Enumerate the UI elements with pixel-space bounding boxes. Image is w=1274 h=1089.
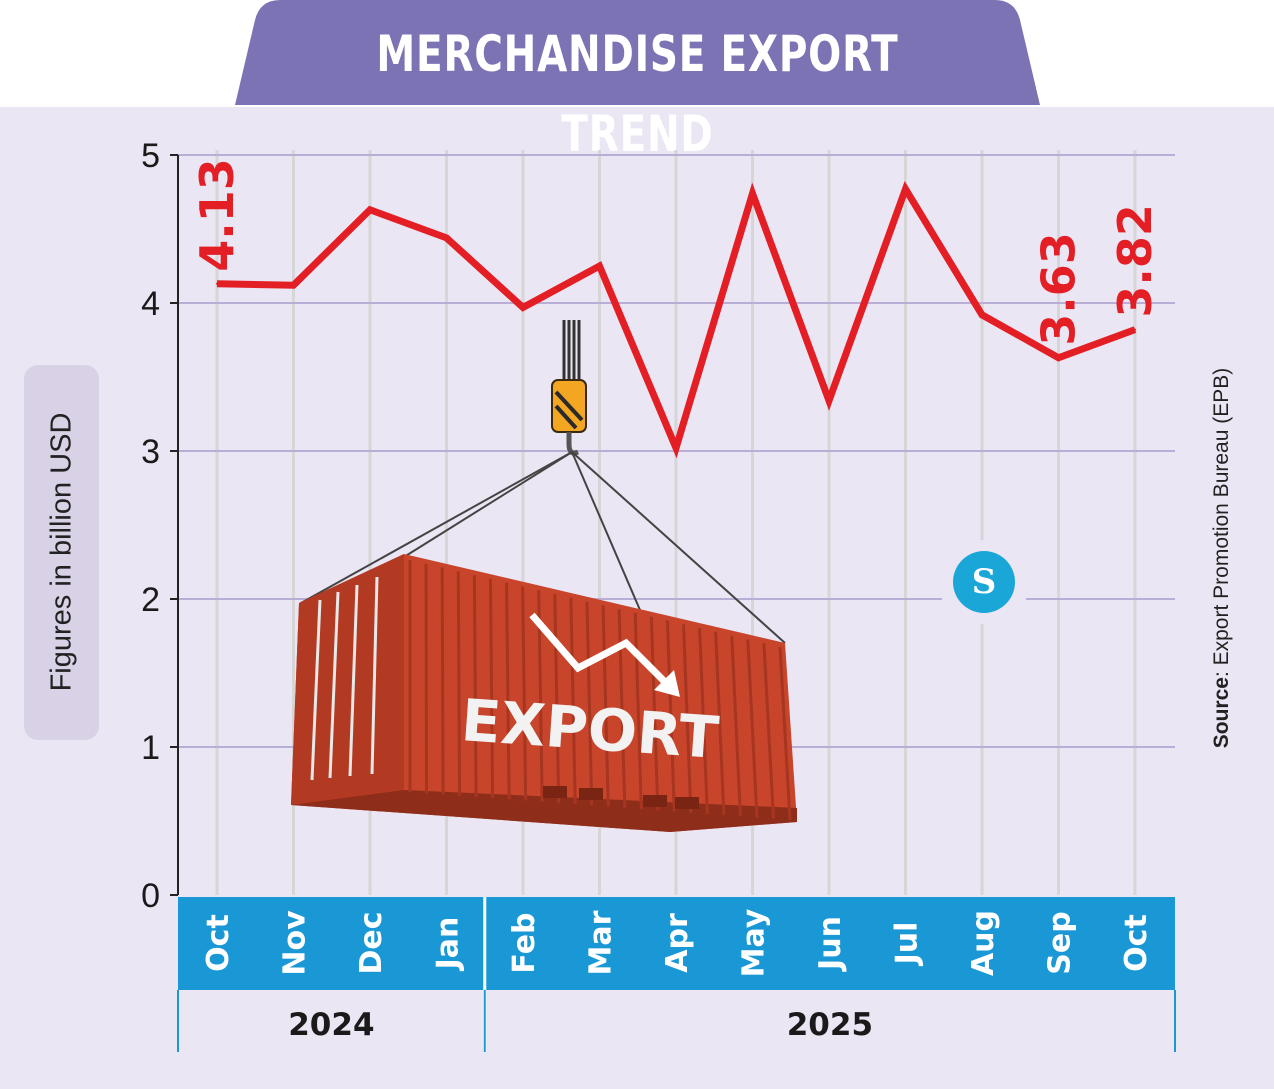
data-point [522,306,524,309]
container-rib [698,628,709,814]
data-point [981,313,983,316]
container-rib [730,635,742,817]
month-label: Nov [278,910,313,976]
container-rib [569,597,577,805]
title-tab [235,0,1040,105]
y-tick-label: 4 [141,285,160,323]
month-label: Jan [431,917,466,972]
y-tick-label: 5 [141,137,160,175]
container-rib [521,586,528,801]
logo-badge: S [953,551,1015,613]
data-point [216,282,218,285]
data-point [598,265,601,267]
container-rib [601,605,610,807]
y-tick-label: 3 [141,433,160,471]
data-label: 3.63 [1032,232,1086,346]
data-label-layer: 4.13 3.63 3.82 [190,158,1162,346]
container-rib [488,578,495,799]
data-point [675,447,677,450]
month-band [178,897,1175,990]
y-axis-label-box [24,365,99,740]
shipping-container-crane-icon: EXPORT [291,320,797,832]
container-rib [778,646,792,821]
month-label: Apr [660,913,695,973]
month-label: Jun [813,916,848,972]
data-point [1134,328,1136,331]
chart-title: MERCHANDISE EXPORT TREND [376,25,899,163]
series-layer [216,180,1137,459]
container-rib [585,601,594,806]
data-point [751,192,754,195]
y-tick-label: 0 [141,877,160,915]
container-rib [762,643,775,819]
container-rib [649,616,660,811]
container-rib [472,575,478,797]
month-label: Sep [1043,911,1078,974]
container-rib [505,582,511,800]
data-point [904,188,907,191]
container-rib [681,624,693,813]
container-rib [553,594,561,803]
month-label: Feb [507,912,542,973]
container-rib [633,612,643,810]
x-axis-band: Oct Nov Dec Jan Feb Mar Apr May Jun Jul Aug Sep Oct 2… [177,897,1176,1052]
container-rib [665,620,676,812]
data-point [1057,356,1060,359]
publisher-logo-icon: S [942,540,1026,624]
month-label: May [737,908,772,977]
data-label: 3.82 [1108,204,1162,318]
container-rib [714,631,726,816]
month-label: Oct [201,914,236,972]
data-point [369,208,371,211]
data-label: 4.13 [190,158,244,272]
year-label: 2025 [787,1007,873,1043]
container-rib [746,639,759,818]
month-label: Dec [354,911,389,974]
y-tick-label: 1 [141,729,160,767]
title-tab-shape [235,0,1040,105]
month-label: Jul [890,922,925,967]
month-label: Oct [1119,914,1154,972]
year-label: 2024 [288,1007,374,1043]
y-tick-label: 2 [141,581,160,619]
container-rib [440,567,445,795]
container-rib [456,571,462,796]
data-point [445,236,448,239]
data-point [292,284,295,287]
data-point [828,399,830,402]
month-label: Aug [966,910,1001,976]
month-label: Mar [584,910,619,975]
